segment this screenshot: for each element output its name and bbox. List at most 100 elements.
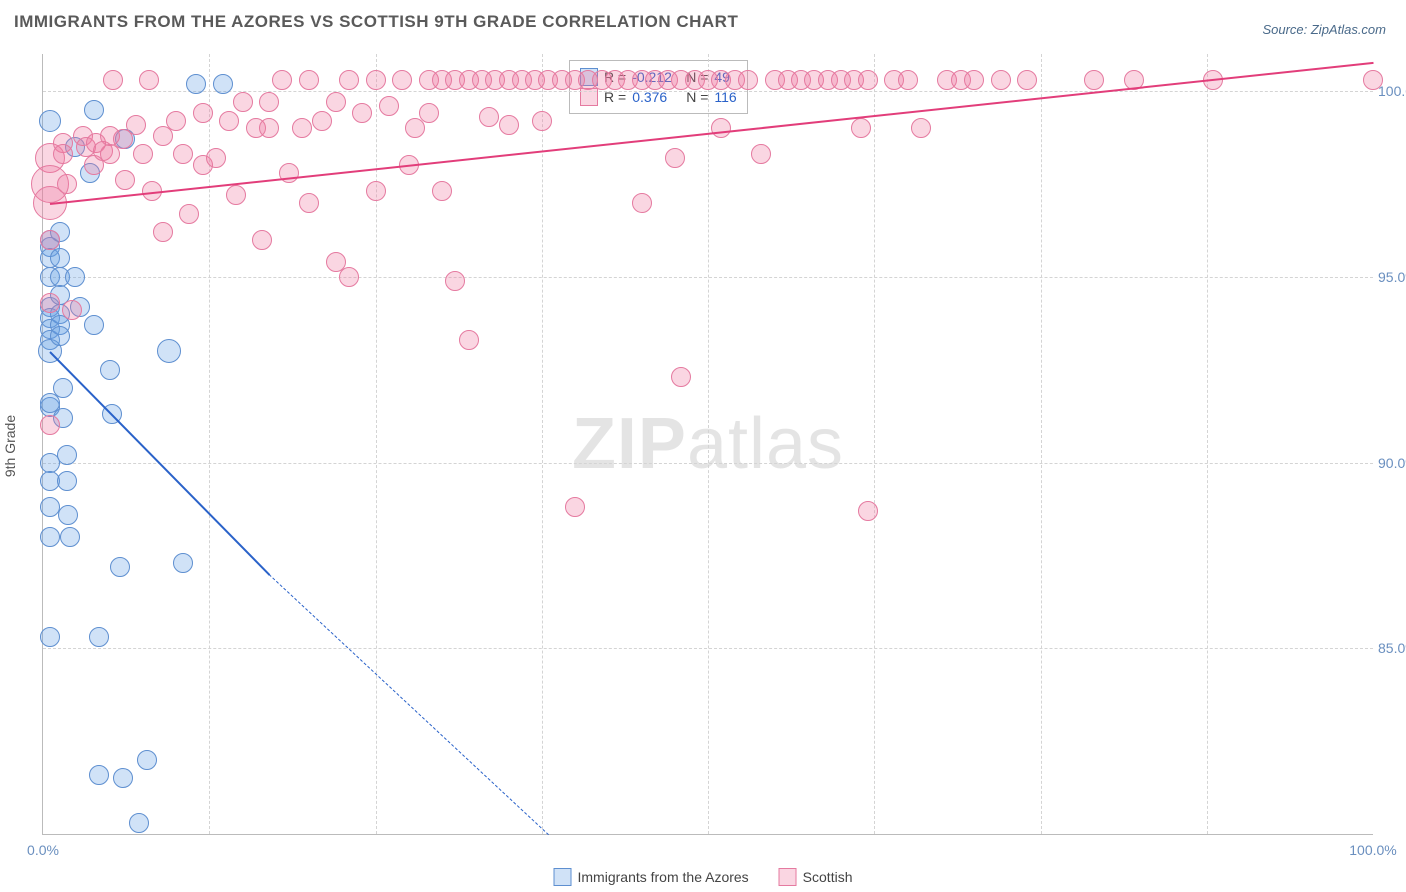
- data-point: [352, 103, 372, 123]
- data-point: [89, 627, 109, 647]
- data-point: [665, 148, 685, 168]
- data-point: [299, 193, 319, 213]
- data-point: [233, 92, 253, 112]
- data-point: [50, 248, 70, 268]
- data-point: [671, 367, 691, 387]
- data-point: [532, 111, 552, 131]
- data-point: [964, 70, 984, 90]
- gridline-v: [1041, 54, 1042, 834]
- data-point: [84, 100, 104, 120]
- data-point: [65, 267, 85, 287]
- data-point: [153, 222, 173, 242]
- gridline-v: [874, 54, 875, 834]
- data-point: [858, 501, 878, 521]
- data-point: [53, 378, 73, 398]
- y-tick-label: 95.0%: [1378, 269, 1406, 285]
- data-point: [213, 74, 233, 94]
- legend-item-azores: Immigrants from the Azores: [554, 868, 749, 886]
- data-point: [103, 70, 123, 90]
- data-point: [339, 70, 359, 90]
- data-point: [50, 326, 70, 346]
- data-point: [84, 315, 104, 335]
- data-point: [751, 144, 771, 164]
- series-legend: Immigrants from the Azores Scottish: [554, 868, 853, 886]
- data-point: [1084, 70, 1104, 90]
- data-point: [39, 110, 61, 132]
- data-point: [173, 553, 193, 573]
- y-tick-label: 85.0%: [1378, 640, 1406, 656]
- stats-legend-row: R = 0.376 N = 116: [580, 87, 737, 107]
- legend-item-scottish: Scottish: [779, 868, 853, 886]
- y-tick-label: 100.0%: [1378, 83, 1406, 99]
- data-point: [139, 70, 159, 90]
- scatter-plot-area: ZIPatlas R = -0.212 N = 49 R = 0.376 N =…: [42, 54, 1373, 835]
- data-point: [113, 768, 133, 788]
- data-point: [219, 111, 239, 131]
- data-point: [40, 293, 60, 313]
- stat-r-value: 0.376: [632, 87, 680, 107]
- data-point: [157, 339, 181, 363]
- data-point: [53, 144, 73, 164]
- source-name: ZipAtlas.com: [1311, 22, 1386, 37]
- data-point: [911, 118, 931, 138]
- trend-line: [269, 574, 549, 835]
- chart-title: IMMIGRANTS FROM THE AZORES VS SCOTTISH 9…: [14, 12, 738, 32]
- legend-label-azores: Immigrants from the Azores: [578, 869, 749, 885]
- x-tick-label: 100.0%: [1349, 842, 1396, 858]
- data-point: [499, 115, 519, 135]
- legend-swatch-azores: [554, 868, 572, 886]
- stat-n-value: 116: [714, 87, 736, 107]
- gridline-v: [542, 54, 543, 834]
- data-point: [166, 111, 186, 131]
- stat-n-label: N =: [686, 87, 708, 107]
- data-point: [186, 74, 206, 94]
- data-point: [40, 527, 60, 547]
- source-prefix: Source:: [1262, 22, 1310, 37]
- data-point: [206, 148, 226, 168]
- data-point: [57, 471, 77, 491]
- data-point: [179, 204, 199, 224]
- data-point: [379, 96, 399, 116]
- data-point: [40, 627, 60, 647]
- data-point: [565, 497, 585, 517]
- data-point: [445, 271, 465, 291]
- data-point: [366, 181, 386, 201]
- data-point: [858, 70, 878, 90]
- watermark-bold: ZIP: [572, 404, 687, 484]
- data-point: [57, 174, 77, 194]
- data-point: [366, 70, 386, 90]
- data-point: [312, 111, 332, 131]
- y-tick-label: 90.0%: [1378, 455, 1406, 471]
- gridline-v: [376, 54, 377, 834]
- data-point: [1017, 70, 1037, 90]
- data-point: [89, 765, 109, 785]
- data-point: [137, 750, 157, 770]
- data-point: [193, 103, 213, 123]
- legend-label-scottish: Scottish: [803, 869, 853, 885]
- data-point: [459, 330, 479, 350]
- data-point: [1363, 70, 1383, 90]
- data-point: [272, 70, 292, 90]
- data-point: [432, 181, 452, 201]
- data-point: [60, 527, 80, 547]
- source-attribution: Source: ZipAtlas.com: [1262, 22, 1386, 37]
- legend-swatch-scottish: [779, 868, 797, 886]
- data-point: [100, 360, 120, 380]
- data-point: [632, 193, 652, 213]
- data-point: [326, 92, 346, 112]
- y-axis-label: 9th Grade: [2, 415, 18, 477]
- x-tick-label: 0.0%: [27, 842, 59, 858]
- data-point: [479, 107, 499, 127]
- data-point: [126, 115, 146, 135]
- data-point: [40, 230, 60, 250]
- data-point: [851, 118, 871, 138]
- data-point: [259, 92, 279, 112]
- data-point: [339, 267, 359, 287]
- data-point: [133, 144, 153, 164]
- data-point: [299, 70, 319, 90]
- gridline-v: [708, 54, 709, 834]
- data-point: [226, 185, 246, 205]
- data-point: [58, 505, 78, 525]
- trend-line: [49, 351, 270, 575]
- data-point: [57, 445, 77, 465]
